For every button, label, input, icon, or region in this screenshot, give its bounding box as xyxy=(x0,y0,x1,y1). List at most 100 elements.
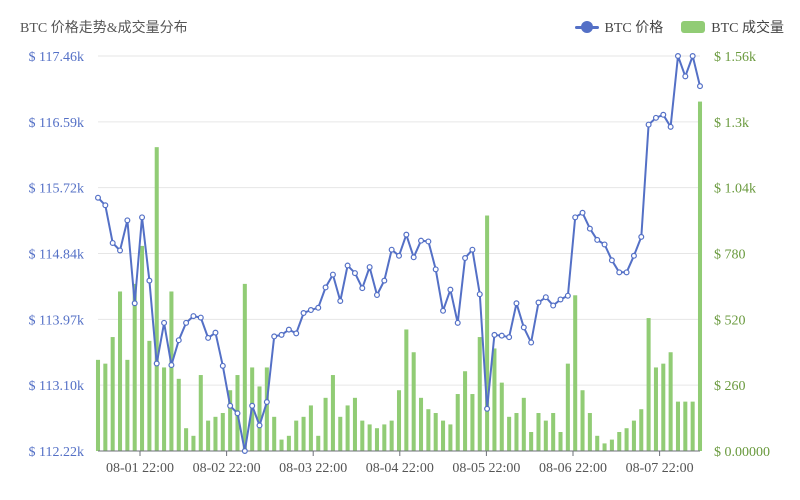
x-tick-label: 08-03 22:00 xyxy=(279,461,347,476)
volume-bar xyxy=(206,420,211,451)
volume-bar xyxy=(441,420,446,451)
volume-bar xyxy=(646,318,651,451)
volume-bar xyxy=(448,424,453,451)
price-point xyxy=(550,302,557,309)
x-tick-label: 08-07 22:00 xyxy=(626,461,694,476)
price-point xyxy=(197,314,204,321)
price-point xyxy=(205,334,212,341)
volume-bar xyxy=(176,378,181,451)
volume-bar xyxy=(639,409,644,451)
price-point xyxy=(396,252,403,259)
volume-bar xyxy=(668,352,673,451)
volume-bar xyxy=(485,215,490,451)
volume-bar xyxy=(587,413,592,451)
price-point xyxy=(462,255,469,262)
price-point xyxy=(410,254,417,261)
volume-bar xyxy=(529,432,534,451)
y-right-tick-label: $ 1.04k xyxy=(714,182,756,197)
price-point xyxy=(469,246,476,253)
price-point xyxy=(645,121,652,128)
y-right-tick-label: $ 1.56k xyxy=(714,50,756,65)
volume-bar xyxy=(169,291,174,451)
price-point xyxy=(307,307,314,314)
y-right-tick-label: $ 520 xyxy=(714,313,746,328)
price-point xyxy=(660,111,667,118)
price-point xyxy=(131,300,138,307)
volume-bar xyxy=(433,413,438,451)
legend-item-price[interactable]: BTC 价格 xyxy=(574,17,664,37)
price-point xyxy=(535,299,542,306)
volume-bar xyxy=(419,397,424,451)
volume-bar xyxy=(110,337,115,451)
price-point xyxy=(329,271,336,278)
volume-bar xyxy=(382,424,387,451)
volume-bar xyxy=(345,405,350,451)
volume-bar xyxy=(162,367,167,451)
price-point xyxy=(608,257,615,264)
volume-bar xyxy=(118,291,123,451)
y-right-tick-label: $ 1.3k xyxy=(714,116,749,131)
volume-bar xyxy=(103,363,108,451)
price-point xyxy=(366,264,373,271)
price-point xyxy=(146,277,153,284)
volume-bar xyxy=(602,443,607,451)
volume-bar xyxy=(389,420,394,451)
y-right-tick-label: $ 0.00000 xyxy=(714,445,770,460)
x-tick-label: 08-06 22:00 xyxy=(539,461,607,476)
price-point xyxy=(528,339,535,346)
volume-bar xyxy=(683,401,688,451)
price-point xyxy=(293,330,300,337)
price-point xyxy=(564,292,571,299)
price-point xyxy=(388,246,395,253)
volume-bar xyxy=(675,401,680,451)
volume-bar xyxy=(507,416,512,451)
volume-bar xyxy=(308,405,313,451)
price-point xyxy=(579,209,586,216)
volume-bar xyxy=(360,420,365,451)
volume-bar xyxy=(426,409,431,451)
chart-title: BTC 价格走势&成交量分布 xyxy=(20,21,188,36)
legend-label-price: BTC 价格 xyxy=(604,21,664,36)
price-point xyxy=(263,399,270,406)
price-point xyxy=(572,214,579,221)
volume-bar xyxy=(374,428,379,451)
volume-bar xyxy=(653,367,658,451)
price-point xyxy=(153,360,160,367)
x-tick-label: 08-01 22:00 xyxy=(106,461,174,476)
price-point xyxy=(249,402,256,409)
price-point xyxy=(491,331,498,338)
price-point xyxy=(520,324,527,331)
volume-bar xyxy=(411,352,416,451)
price-point xyxy=(227,402,234,409)
volume-bar xyxy=(154,147,159,451)
volume-bar xyxy=(95,359,101,451)
price-point xyxy=(359,285,366,292)
price-point xyxy=(418,237,425,244)
price-point xyxy=(139,214,146,221)
legend-item-volume[interactable]: BTC 成交量 xyxy=(681,17,784,37)
volume-bar xyxy=(617,432,622,451)
price-point xyxy=(285,326,292,333)
volume-bar xyxy=(492,348,497,451)
price-point xyxy=(278,331,285,338)
price-point xyxy=(212,329,219,336)
volume-bar xyxy=(565,363,570,451)
price-point xyxy=(506,334,513,341)
price-point xyxy=(337,297,344,304)
volume-bar xyxy=(697,101,703,452)
volume-bar xyxy=(661,363,666,451)
x-tick-label: 08-04 22:00 xyxy=(366,461,434,476)
y-left-tick-label: $ 117.46k xyxy=(29,50,84,65)
legend-label-volume: BTC 成交量 xyxy=(711,21,784,36)
volume-bar xyxy=(213,416,218,451)
price-point xyxy=(696,83,703,90)
volume-bar xyxy=(463,371,468,451)
price-point xyxy=(403,231,410,238)
volume-bar xyxy=(404,329,409,451)
price-point xyxy=(601,241,608,248)
y-left-tick-label: $ 116.59k xyxy=(29,116,84,131)
volume-bar xyxy=(264,367,269,451)
volume-bar xyxy=(367,424,372,451)
price-point xyxy=(638,233,645,240)
volume-bar xyxy=(514,413,519,451)
